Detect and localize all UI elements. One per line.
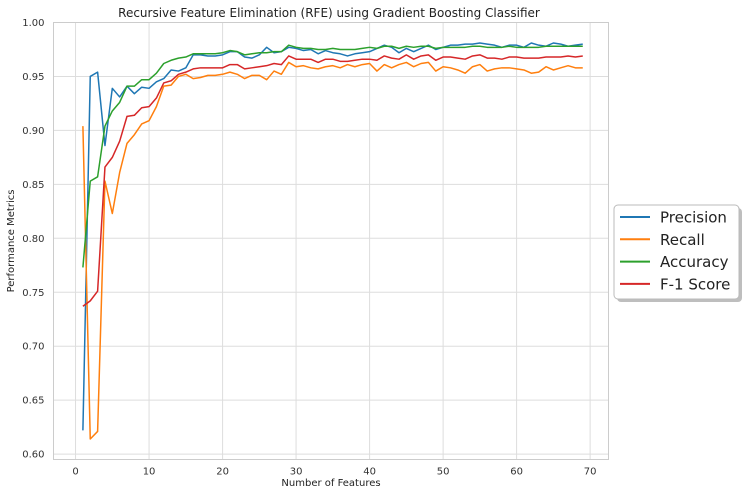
x-tick-label: 40 [363,467,376,478]
y-tick-label: 0.80 [22,234,44,245]
y-axis-label: Performance Metrics [6,190,17,293]
y-tick-label: 0.65 [22,396,44,407]
series-line-recall [82,61,583,440]
plot-area-frame [53,22,609,460]
x-axis-label: Number of Features [281,478,380,489]
x-axis-ticks: 0 10 20 30 40 50 60 70 [72,467,596,478]
x-tick-label: 20 [216,467,229,478]
legend: Precision Recall Accuracy F-1 Score [613,204,742,302]
y-tick-label: 0.70 [22,342,44,353]
y-tick-label: 0.75 [22,288,44,299]
x-tick-label: 30 [290,467,303,478]
y-tick-label: 0.85 [22,180,44,191]
y-axis-ticks: 0.60 0.65 0.70 0.75 0.80 0.85 0.90 0.95 1.00 [22,18,44,461]
series-layer [82,42,583,440]
y-tick-label: 1.00 [22,18,44,29]
x-tick-label: 50 [437,467,450,478]
x-tick-label: 0 [72,467,78,478]
legend-label-accuracy: Accuracy [660,253,729,271]
y-tick-label: 0.95 [22,72,44,83]
y-tick-label: 0.60 [22,450,44,461]
legend-items: Precision Recall Accuracy F-1 Score [620,209,730,293]
x-tick-label: 60 [510,467,523,478]
legend-box [613,204,740,300]
x-tick-label: 10 [143,467,156,478]
legend-label-f-1-score: F-1 Score [660,275,730,293]
chart-title: Recursive Feature Elimination (RFE) usin… [118,6,540,20]
y-tick-label: 0.90 [22,126,44,137]
x-tick-label: 70 [584,467,597,478]
series-line-f-1-score [82,54,583,307]
grid-lines [53,22,609,460]
series-line-accuracy [82,44,583,268]
legend-label-precision: Precision [660,209,727,227]
legend-label-recall: Recall [660,231,705,249]
